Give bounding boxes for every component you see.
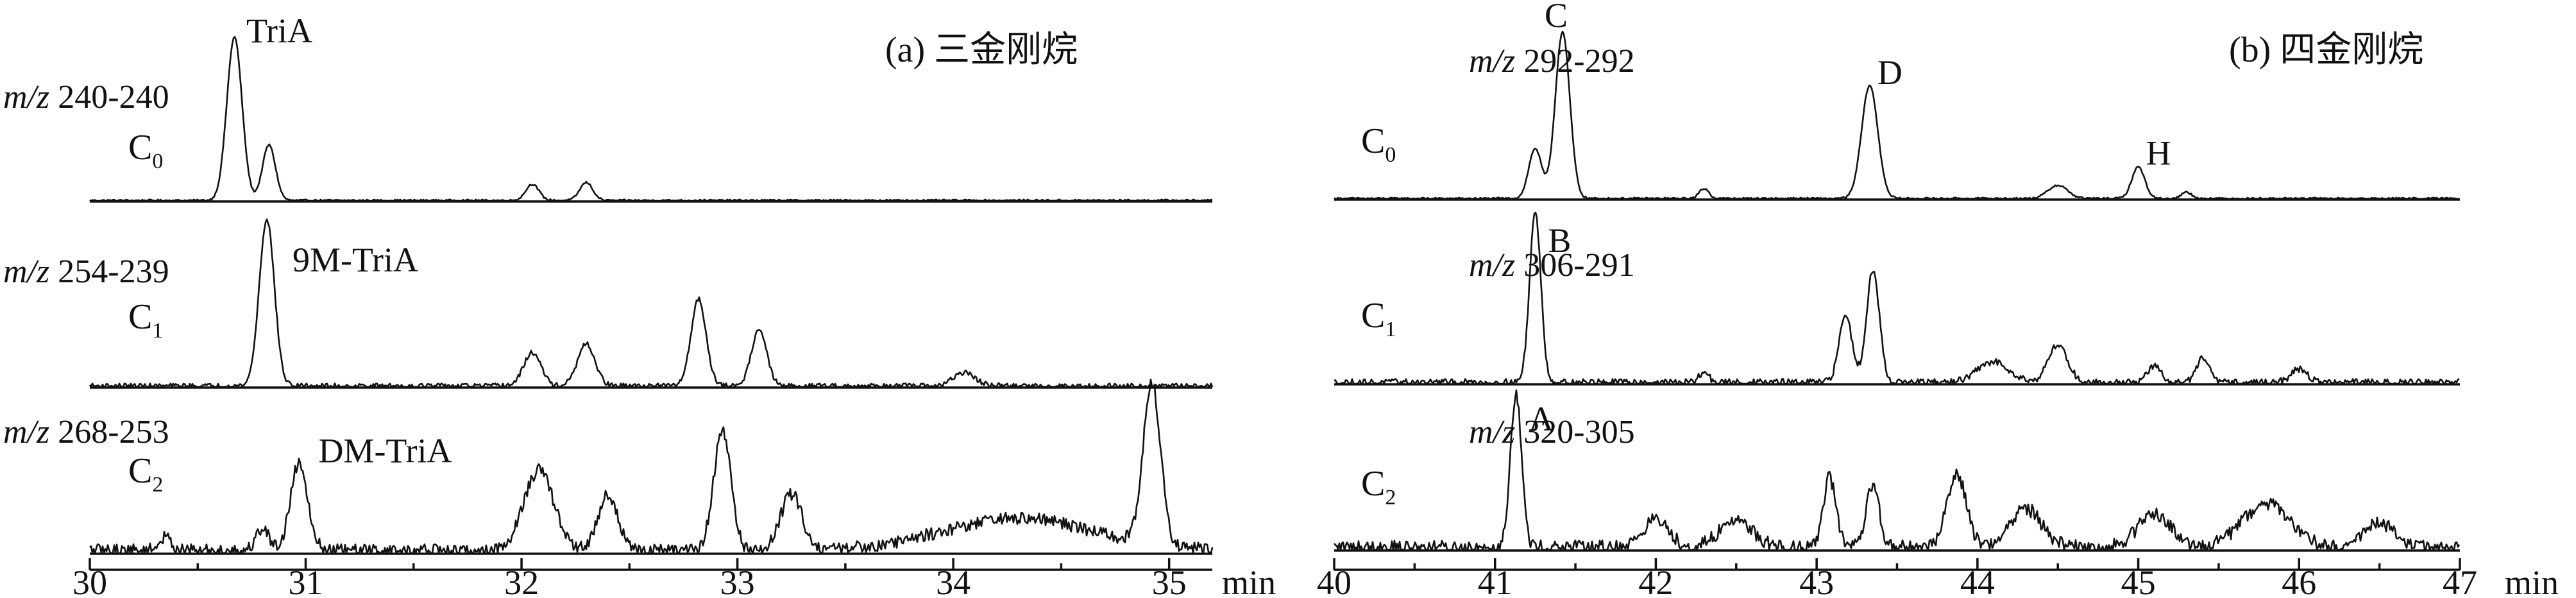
peak-label: D — [1877, 53, 1902, 92]
x-tick-label: 44 — [1960, 563, 1995, 598]
ion-label: m/z 320-305 — [1469, 414, 1635, 450]
x-tick-label: 47 — [2443, 563, 2477, 598]
group-label: C2 — [1361, 464, 1396, 509]
x-tick-label: 30 — [72, 563, 107, 598]
panel-b: (b) 四金刚烷 m/z 292-292 C0 C D Hm/z 306-291 C1 Bm/… — [1317, 0, 2559, 598]
peak-label: H — [2146, 134, 2171, 173]
trace-line — [1333, 389, 2461, 551]
ion-label: m/z 268-253 — [3, 414, 169, 450]
peak-label: A — [1529, 400, 1554, 438]
x-tick-label: 45 — [2121, 563, 2156, 598]
ion-label: m/z 306-291 — [1469, 247, 1635, 284]
ion-label: m/z 292-292 — [1469, 43, 1635, 80]
group-label: C1 — [128, 297, 163, 343]
trace-line — [1334, 30, 2460, 200]
peak-label: B — [1548, 221, 1571, 260]
trace-line — [89, 36, 1213, 202]
x-tick-label: 42 — [1638, 563, 1673, 598]
group-label: C0 — [1361, 121, 1396, 167]
peak-label: 9M-TriA — [292, 241, 418, 279]
peak-label: DM-TriA — [318, 432, 452, 470]
x-axis-unit: min — [2505, 563, 2559, 598]
peak-label: C — [1545, 0, 1568, 35]
x-tick-label: 35 — [1152, 563, 1187, 598]
trace-line — [1334, 211, 2460, 385]
x-tick-label: 34 — [936, 563, 970, 598]
x-tick-label: 31 — [289, 563, 323, 598]
panel-title: (b) 四金刚烷 — [2229, 30, 2423, 70]
x-tick-label: 43 — [1799, 563, 1834, 598]
trace-line — [89, 379, 1214, 554]
x-tick-label: 41 — [1478, 563, 1513, 598]
group-label: C2 — [128, 451, 163, 497]
panel-title: (a) 三金刚烷 — [885, 30, 1078, 70]
ion-label: m/z 240-240 — [3, 79, 169, 115]
group-label: C0 — [128, 128, 163, 173]
panel-a: (a) 三金刚烷 m/z 240-240 C0 TriA m/z 254-239 C1 9M… — [3, 12, 1276, 598]
ion-label: m/z 254-239 — [3, 253, 169, 290]
x-axis-unit: min — [1222, 563, 1276, 598]
x-tick-label: 46 — [2282, 563, 2316, 598]
x-tick-label: 33 — [720, 563, 755, 598]
trace-line — [89, 218, 1214, 388]
x-tick-label: 40 — [1317, 563, 1352, 598]
group-label: C1 — [1361, 296, 1396, 341]
x-tick-label: 32 — [504, 563, 539, 598]
peak-label: TriA — [246, 12, 312, 50]
